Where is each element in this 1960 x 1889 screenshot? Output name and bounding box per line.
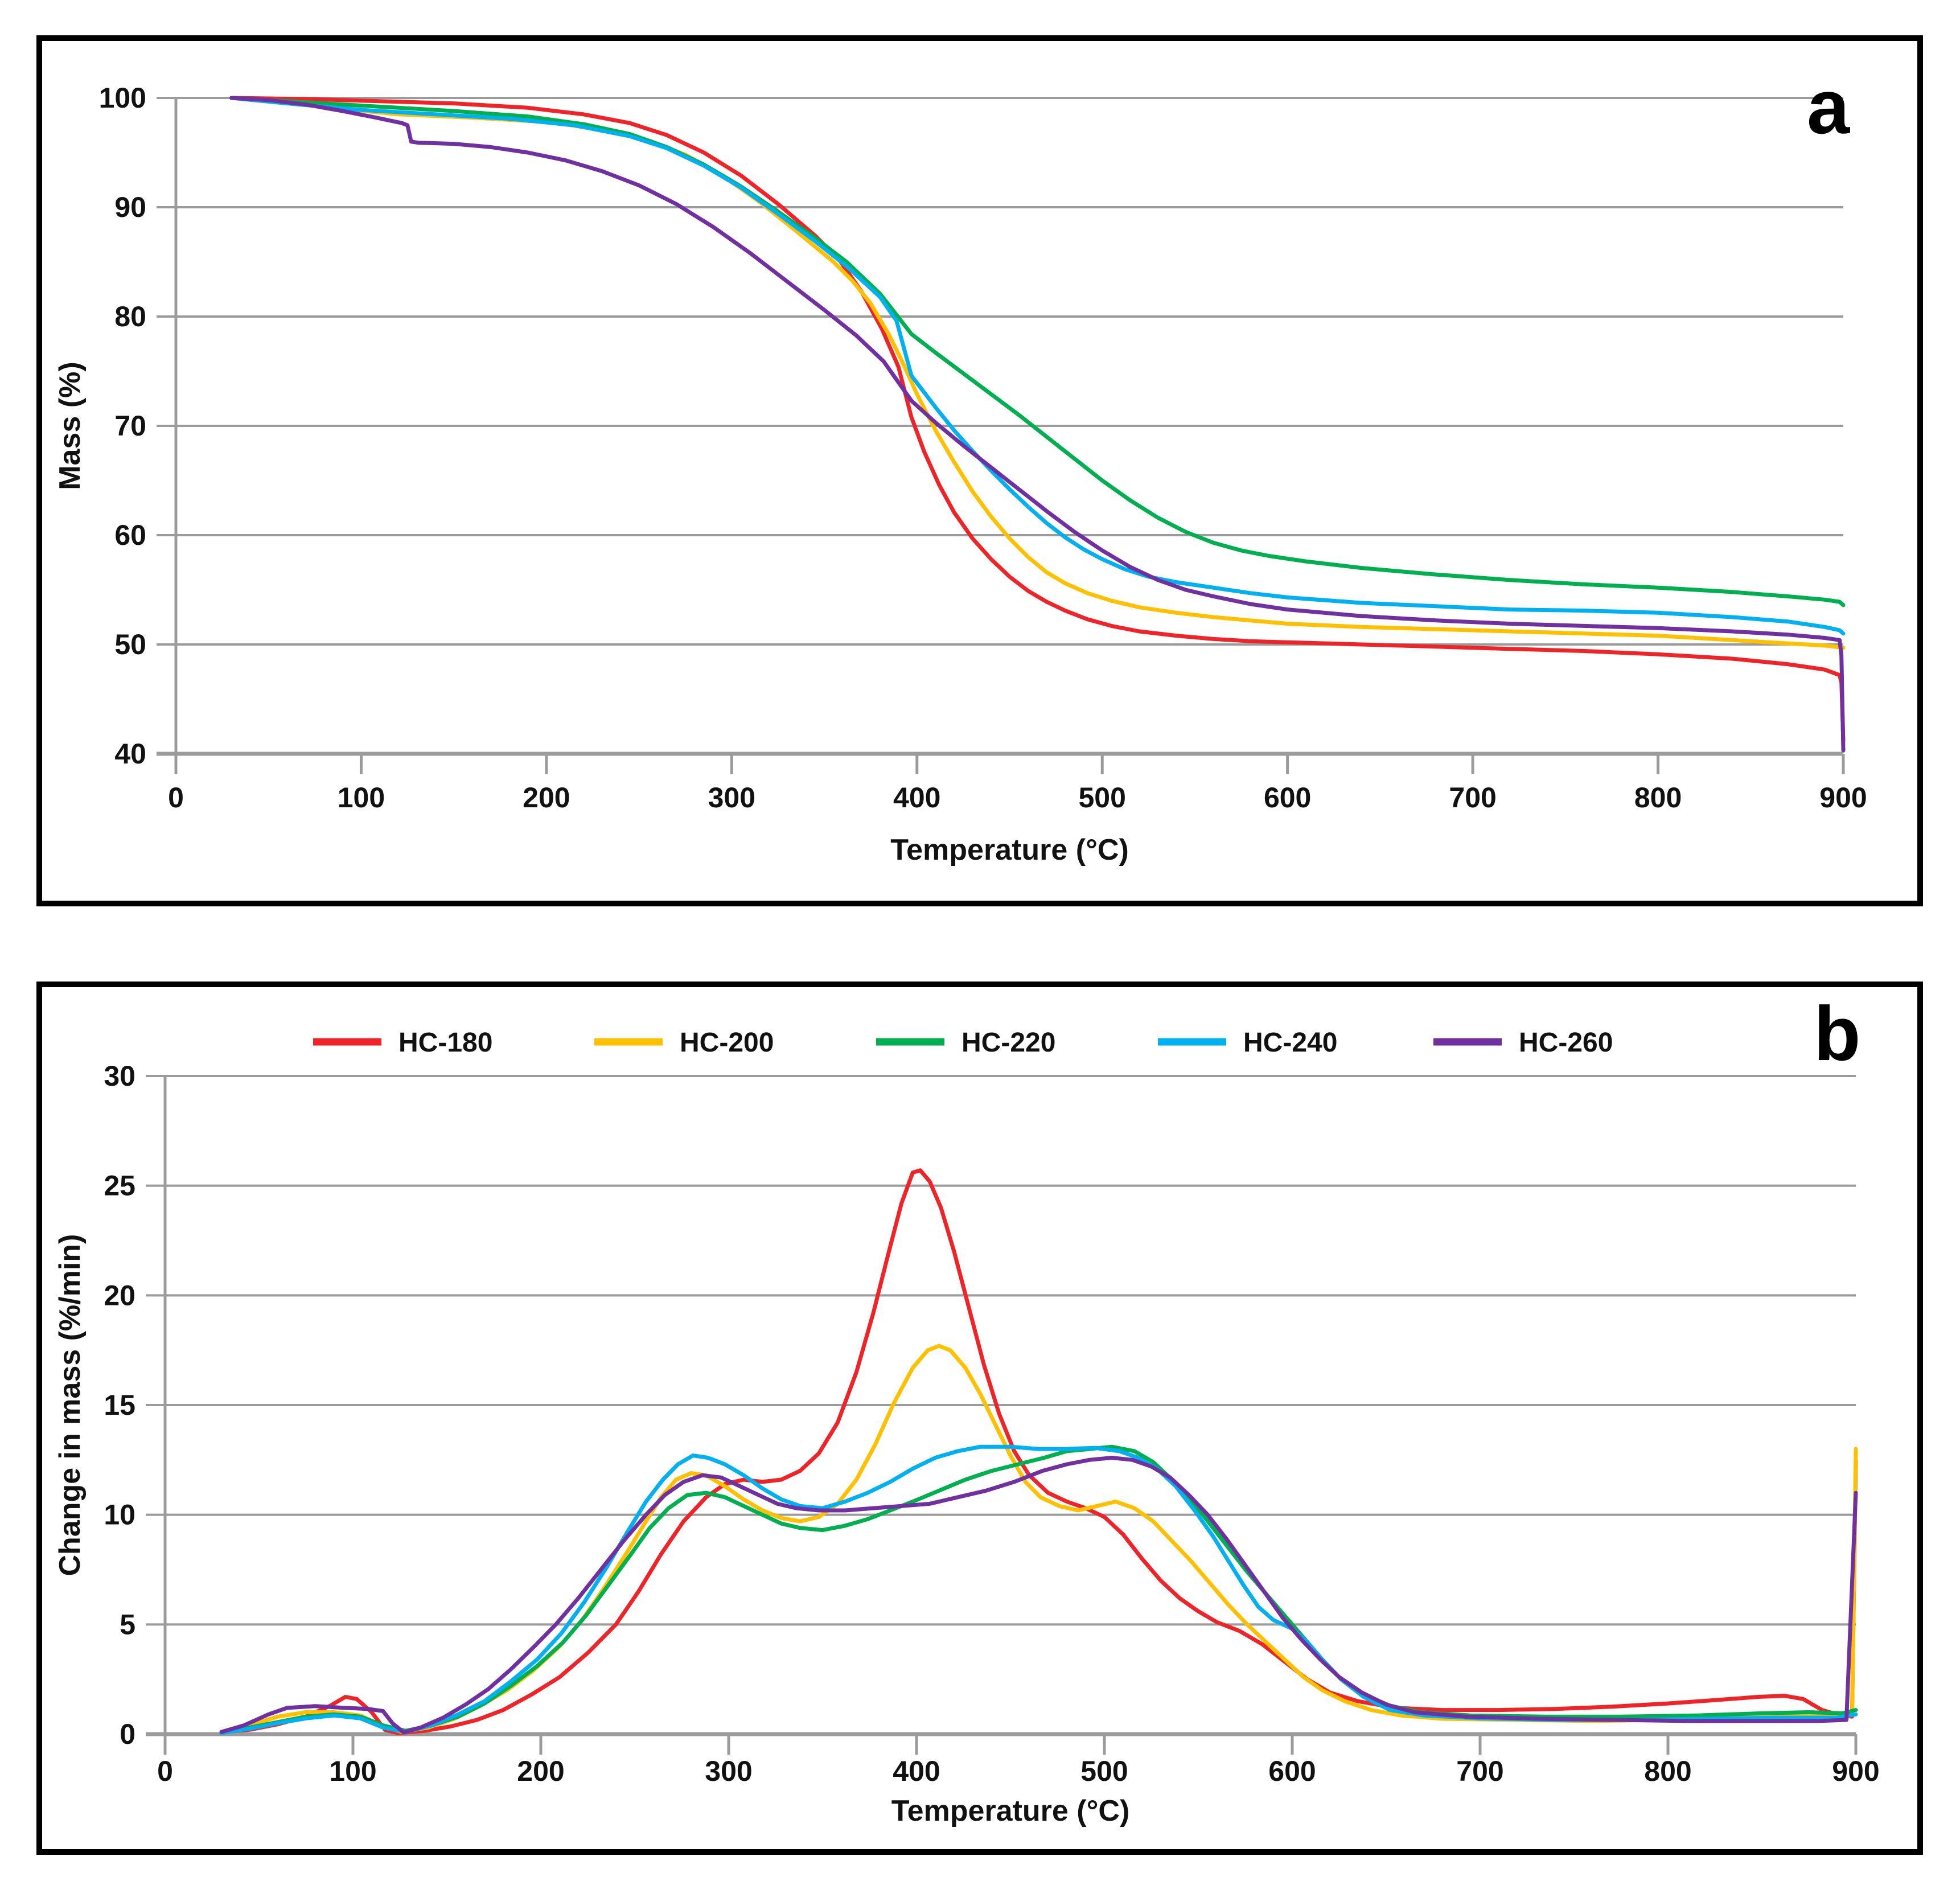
- x-tick-label: 300: [705, 1755, 752, 1787]
- x-tick-label: 100: [329, 1755, 376, 1787]
- series-line-HC-260: [219, 1456, 1858, 1735]
- x-axis-title: Temperature (°C): [890, 833, 1129, 867]
- x-tick-label: 700: [1449, 782, 1496, 814]
- panel-a: 100 90 80 70 60 50 40 0 100 200 300 400 500 600 700 800…: [36, 35, 1923, 906]
- series-line-HC-220: [229, 96, 1846, 607]
- x-tick-label: 100: [338, 782, 385, 814]
- legend-label-HC-200: HC-200: [680, 1028, 774, 1058]
- y-tick-label: 60: [114, 519, 146, 551]
- y-axis-title: Change in mass (%/min): [54, 1234, 87, 1576]
- x-tick-label: 800: [1644, 1755, 1691, 1787]
- series-line-HC-180: [229, 96, 1846, 743]
- series-line-HC-200: [229, 96, 1846, 650]
- y-axis-title: Mass (%): [54, 362, 87, 490]
- y-tick-label: 50: [114, 629, 146, 660]
- x-axis-title: Temperature (°C): [891, 1794, 1130, 1828]
- x-tick-label: 900: [1832, 1755, 1879, 1787]
- y-tick-label: 0: [120, 1718, 135, 1750]
- x-tick-label: 500: [1080, 1755, 1128, 1787]
- y-tick-label: 10: [104, 1499, 135, 1531]
- x-tick-label: 200: [523, 782, 570, 814]
- panel-letter-a: a: [1807, 64, 1850, 150]
- x-tick-label: 400: [893, 1755, 940, 1787]
- series-line-HC-220: [219, 1444, 1858, 1734]
- legend-label-HC-220: HC-220: [961, 1028, 1055, 1058]
- x-tick-label: 600: [1268, 1755, 1316, 1787]
- y-tick-label: 20: [104, 1279, 135, 1311]
- x-tick-label: 500: [1079, 782, 1126, 814]
- x-tick-label: 400: [893, 782, 940, 814]
- y-tick-label: 90: [114, 191, 146, 223]
- y-tick-label: 80: [114, 301, 146, 332]
- y-tick-label: 70: [114, 410, 146, 442]
- x-tick-label: 300: [708, 782, 755, 814]
- y-tick-label: 40: [114, 738, 146, 770]
- y-tick-label: 15: [104, 1389, 135, 1421]
- legend-label-HC-240: HC-240: [1243, 1028, 1337, 1058]
- series-line-HC-240: [219, 1444, 1858, 1735]
- x-tick-label: 800: [1634, 782, 1682, 814]
- y-tick-label: 25: [104, 1170, 135, 1202]
- series-line-HC-260: [229, 96, 1846, 753]
- series-line-HC-180: [219, 1168, 1858, 1735]
- x-tick-label: 700: [1456, 1755, 1503, 1787]
- y-tick-label: 5: [120, 1608, 135, 1640]
- y-tick-label: 100: [99, 82, 146, 114]
- y-tick-label: 30: [104, 1060, 135, 1092]
- x-tick-label: 0: [168, 782, 184, 814]
- legend-label-HC-260: HC-260: [1519, 1028, 1613, 1058]
- panel-b: 30 25 20 15 10 5 0 0 100 200 300 400 500 600 700 800 900…: [36, 982, 1923, 1855]
- x-tick-label: 600: [1264, 782, 1311, 814]
- series-line-HC-200: [219, 1344, 1858, 1734]
- x-tick-label: 200: [517, 1755, 564, 1787]
- panel-letter-b: b: [1814, 991, 1861, 1077]
- legend-label-HC-180: HC-180: [398, 1028, 492, 1058]
- x-tick-label: 0: [157, 1755, 173, 1787]
- x-tick-label: 900: [1819, 782, 1867, 814]
- series-line-HC-240: [229, 96, 1846, 636]
